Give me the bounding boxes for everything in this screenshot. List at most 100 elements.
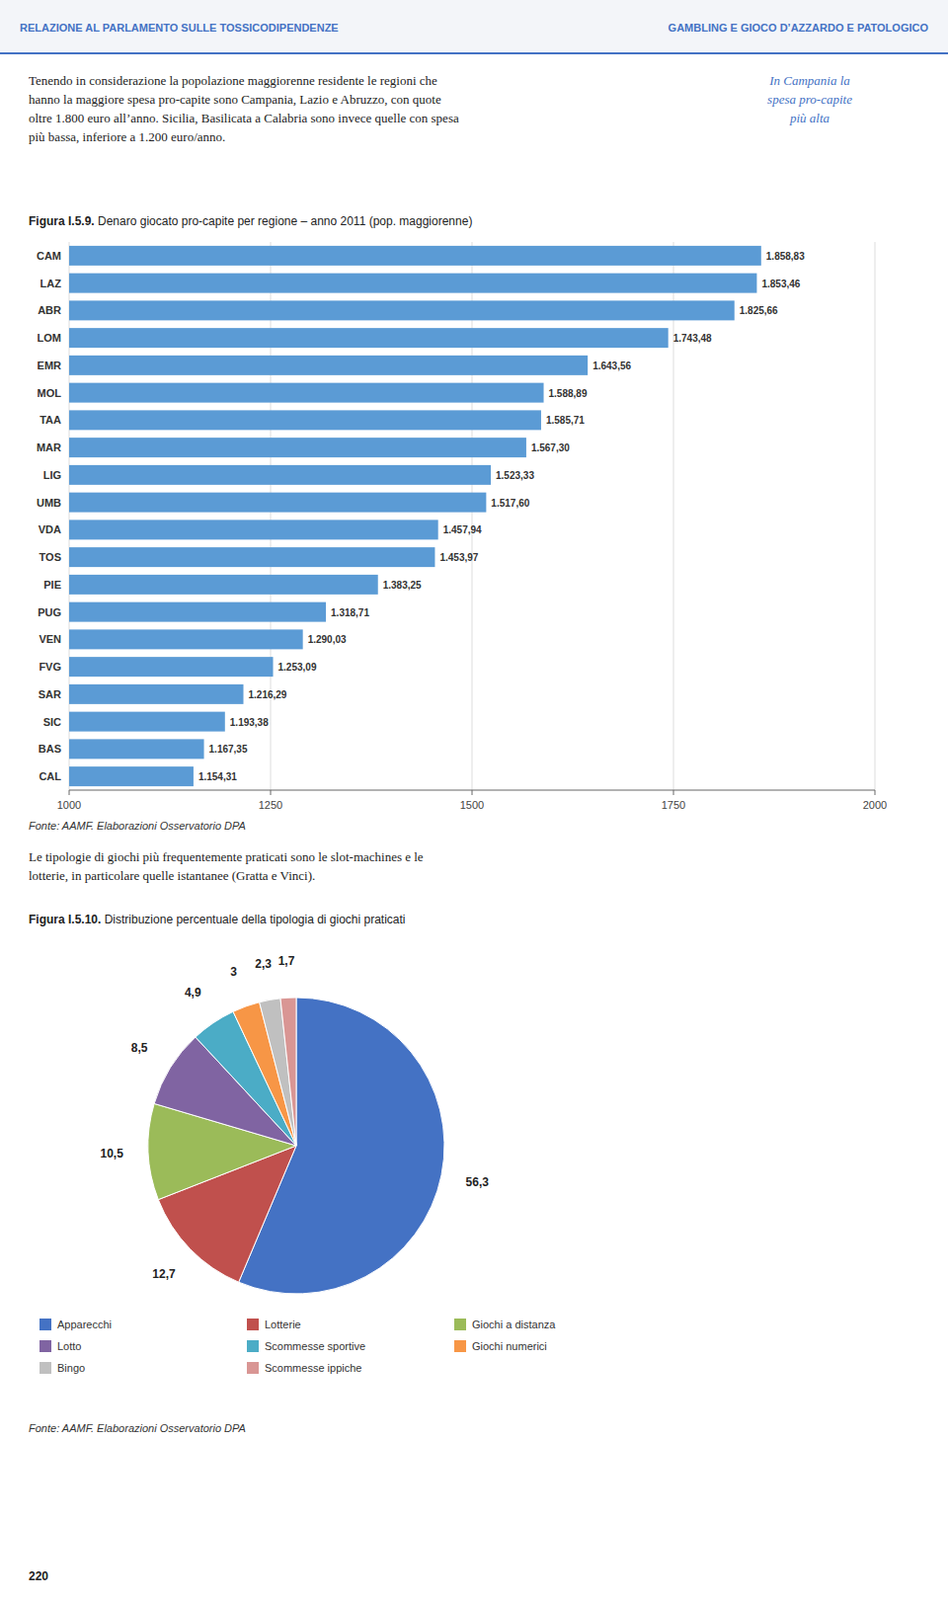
sidebar-line: In Campania la [768,73,851,88]
y-tick-label: SIC [43,715,62,728]
header-right: GAMBLING E GIOCO D’AZZARDO E PATOLOGICO [668,21,930,34]
sidebar-line: spesa pro-capite [767,91,853,107]
paragraph-line: Le tipologie di giochi più frequentement… [28,849,424,865]
chart-subtitle: Distribuzione percentuale della tipologi… [100,912,405,927]
x-tick-label: 1250 [258,798,283,811]
data-label: 56,3 [466,1175,490,1189]
y-tick-label: LOM [37,331,62,344]
x-tick-label: 2000 [863,798,887,811]
x-grid [69,241,875,790]
data-label: 1.457,94 [443,524,482,536]
legend-swatch [39,1340,52,1352]
grid-line [673,241,675,790]
bar [69,738,205,759]
legend-swatch [39,1361,52,1374]
paragraph-line: oltre 1.800 euro all’anno. Sicilia, Basi… [28,110,460,126]
pie-slice [259,998,297,1146]
paragraph-line: più bassa, inferiore a 1.200 euro/anno. [28,129,226,145]
x-tick-label: 1000 [57,798,81,811]
sidebar-line: più alta [789,110,831,126]
legend-swatch [39,1318,52,1331]
y-tick-label: VEN [38,632,62,645]
grid-line [874,241,876,790]
y-tick-label: SAR [38,688,62,701]
bar [69,711,226,732]
legend-entry: Lotterie [264,1318,302,1331]
legend-swatch [246,1361,259,1374]
tick-mark [69,790,71,795]
bar [69,656,274,677]
pie [148,997,445,1294]
bar [69,465,491,485]
data-label: 8,5 [131,1040,149,1055]
legend-entry: Giochi a distanza [472,1318,556,1331]
y-tick-label: MOL [37,387,63,399]
data-label: 1.567,30 [531,442,570,454]
tick-mark [673,790,675,795]
legend-entry: Apparecchi [57,1318,112,1331]
y-tick-label: EMR [37,359,63,372]
grid-line [270,241,272,790]
data-label: 1.585,71 [546,414,585,426]
chart-title-line: Figura I.5.9. Denaro giocato pro-capite … [28,214,473,229]
data-label: 1.383,25 [383,579,422,591]
legend-entry: Bingo [57,1361,85,1374]
data-label: 1,7 [278,953,296,968]
data-label: 1.517,60 [490,497,530,509]
bar [69,355,588,376]
y-tick-label: CAM [36,249,62,262]
bar [69,602,326,623]
source-note: Fonte: AAMF. Elaborazioni Osservatorio D… [28,1422,246,1434]
chart-title: Figura I.5.10. [28,912,101,927]
legend-swatch [246,1318,259,1331]
bar [69,574,379,595]
bar [69,245,762,266]
data-label: 1.318,71 [330,607,370,619]
bar [69,629,304,649]
data-label: 1.858,83 [766,250,805,262]
y-tick-label: BAS [38,742,62,755]
page-number: 220 [28,1569,49,1583]
bar [69,327,669,348]
legend-swatch [454,1318,467,1331]
data-label: 1.588,89 [549,388,588,399]
chart-title: Figura I.5.9. [28,214,95,229]
x-tick-label: 1500 [460,798,484,811]
data-label: 2,3 [254,956,272,971]
y-tick-label: PIE [43,578,62,591]
data-label: 12,7 [152,1266,176,1281]
y-tick-label: TOS [39,551,62,563]
bar [69,766,194,787]
chart-subtitle: Denaro giocato pro-capite per regione – … [94,214,474,229]
legend-entry: Scommesse sportive [264,1340,366,1352]
y-tick-label: LAZ [40,277,63,290]
bar [69,684,243,705]
y-tick-label: CAL [38,770,62,783]
legend: ApparecchiLotterieGiochi a distanzaLotto… [39,1318,556,1374]
chart-title-line: Figura I.5.10. Distribuzione percentuale… [28,912,406,927]
paragraph-line: hanno la maggiore spesa pro-capite sono … [28,91,442,107]
bar [69,383,545,403]
legend-entry: Scommesse ippiche [264,1361,362,1374]
y-tick-label: UMB [36,496,62,509]
source-note: Fonte: AAMF. Elaborazioni Osservatorio D… [28,819,246,832]
header-band [0,0,948,54]
data-label: 4,9 [184,985,202,1000]
tick-mark [874,790,876,795]
x-tick-label: 1750 [661,798,686,811]
data-label: 1.523,33 [495,470,535,481]
y-tick-label: VDA [38,523,62,536]
data-label: 1.290,03 [308,633,347,645]
legend-swatch [454,1340,467,1352]
page-background [0,0,948,1600]
x-axis-line [69,790,875,791]
bar [69,519,439,540]
bar [69,300,735,320]
tick-mark [270,790,272,795]
data-label: 3 [230,964,237,979]
data-label: 1.167,35 [209,743,248,755]
data-label: 1.216,29 [247,689,287,701]
data-label: 1.154,31 [198,771,237,783]
bar [69,492,486,513]
y-tick-label: FVG [38,660,62,673]
